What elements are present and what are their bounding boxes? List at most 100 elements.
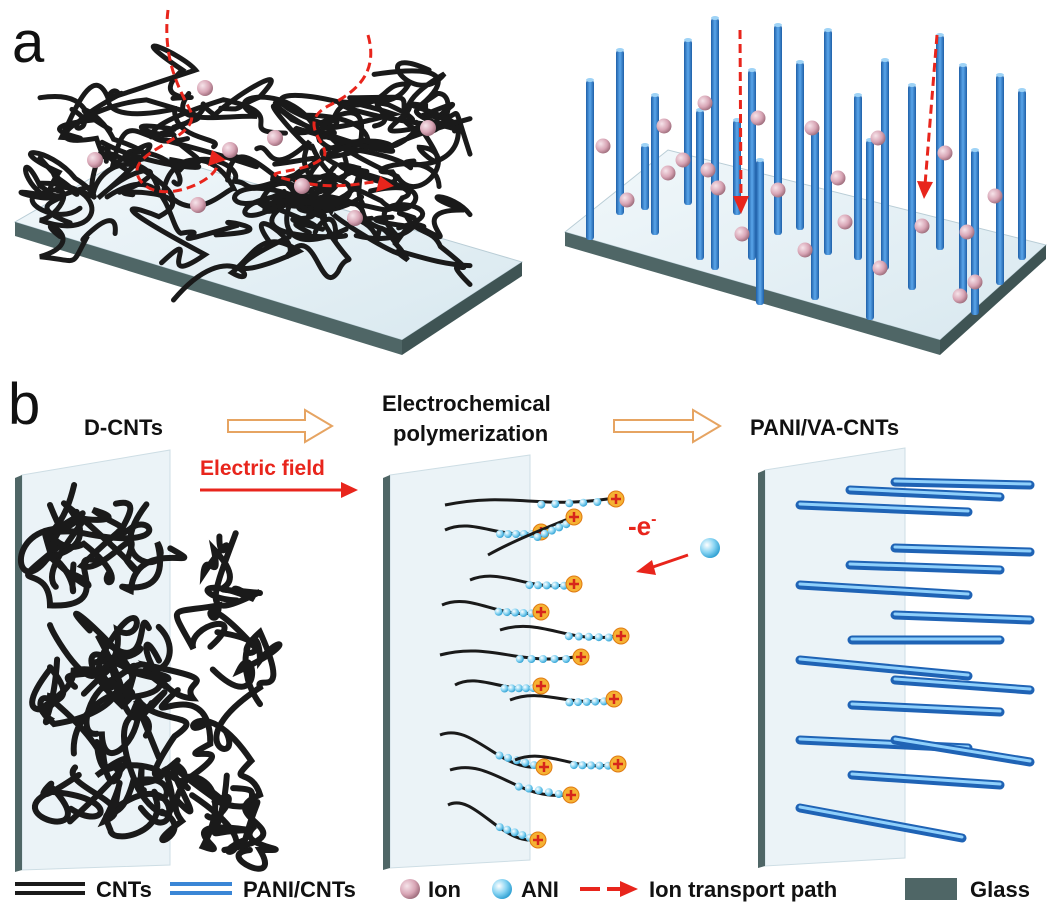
ani-bead [510, 828, 519, 837]
cnt-strand [119, 501, 188, 596]
vertical-cnt-rod [684, 40, 692, 205]
pani-cnt-rod-highlight [798, 657, 970, 677]
label-polymerization: polymerization [393, 421, 548, 446]
ion-sphere [619, 192, 635, 208]
glass-plate-b2 [383, 454, 531, 870]
electron-transfer: -e- [628, 511, 720, 575]
ani-bead [519, 609, 528, 617]
label-electric-field: Electric field [200, 457, 325, 480]
ani-bead [525, 581, 534, 590]
pani-cnt-rod-highlight [850, 702, 1002, 713]
vertical-cnt-rod [881, 60, 889, 270]
plus-sign [613, 759, 623, 769]
ani-bead [539, 655, 547, 663]
ani-bead [527, 655, 536, 663]
legend-label-pani-cnts: PANI/CNTs [243, 877, 356, 902]
ani-bead [495, 751, 504, 760]
legend-item-ion-transport-path: Ion transport path [580, 877, 837, 902]
rod-cap [881, 58, 889, 62]
cnt-strand [32, 772, 104, 825]
ion-sphere [700, 162, 716, 178]
ani-bead [524, 784, 533, 793]
cnt-strand [373, 194, 473, 240]
rod-cap [684, 38, 692, 42]
ion-sphere [697, 95, 713, 111]
plus-sign [569, 512, 579, 522]
plus-sign [576, 652, 586, 662]
rod-cap [641, 143, 649, 147]
ions-a-left [87, 80, 436, 226]
cnt-strand [43, 500, 141, 589]
ion-sphere [987, 188, 1003, 204]
rod-cap [756, 158, 764, 162]
step-arrow-2 [613, 408, 722, 444]
glass-side-a-right [940, 245, 1046, 355]
ani-bead [587, 761, 595, 770]
ani-bead [550, 655, 559, 663]
ani-bead [521, 758, 530, 767]
horizontal-pani-cnt-rods [795, 477, 1035, 843]
rod-cap [711, 16, 719, 20]
ion-sphere [87, 152, 103, 168]
ani-bead [522, 684, 531, 693]
vertical-cnt-rod [908, 85, 916, 290]
rod-cap [586, 78, 594, 82]
ani-bead [503, 825, 512, 834]
ani-bead [512, 530, 520, 538]
ani-bead [578, 761, 587, 770]
rod-cap [971, 148, 979, 152]
cnt-strand [39, 218, 118, 264]
plus-sign [536, 681, 546, 691]
cnt-strand [387, 101, 460, 134]
ion-sphere [804, 120, 820, 136]
ani-bead [537, 500, 546, 509]
cnt-strand [204, 530, 262, 609]
rod-cap [748, 68, 756, 72]
cnt-strand [18, 164, 83, 217]
ion-sphere [197, 80, 213, 96]
ion-transport-arrowheads-a-left [208, 150, 394, 192]
ion-sphere [660, 165, 676, 181]
cnt-strand [37, 155, 162, 200]
rod-cap [616, 48, 624, 52]
vertical-cnt-rod [811, 130, 819, 300]
panel-letter-b: b [8, 372, 40, 437]
legend-item-pani-cnts: PANI/CNTs [170, 877, 356, 902]
glass-side-a-left [402, 262, 522, 355]
ani-bead [564, 632, 573, 641]
cnt-strand [189, 792, 261, 855]
plus-sign [616, 631, 626, 641]
cnt-tangle-b1 [18, 482, 283, 872]
ani-bead [511, 608, 520, 617]
rod-cap [824, 28, 832, 32]
ani-bead [507, 684, 516, 693]
ani-bead [604, 633, 613, 642]
ion-sphere [830, 170, 846, 186]
ani-bead [544, 788, 553, 797]
ani-bead [574, 698, 582, 707]
vertical-cnt-rod [586, 80, 594, 240]
ani-bead [565, 698, 574, 707]
ani-bead [515, 655, 524, 663]
label-pani-va-cnts: PANI/VA-CNTs [750, 415, 899, 440]
cnt-strand [171, 234, 305, 303]
vertical-cnt-rod [959, 65, 967, 300]
legend-label-ion: Ion [428, 877, 461, 902]
ani-bead [514, 684, 523, 693]
ani-bead [562, 655, 571, 663]
ani-bead [547, 526, 556, 535]
ani-bead [514, 782, 523, 791]
legend-label-cnts: CNTs [96, 877, 152, 902]
cnt-strand [137, 623, 200, 702]
rod-cap [733, 118, 741, 122]
vertical-cnt-rod [756, 160, 764, 305]
vertical-cnt-rod [854, 95, 862, 260]
ani-sphere-icon [492, 879, 512, 899]
plus-sign [609, 694, 619, 704]
rod-cap [1018, 88, 1026, 92]
cnt-strand [69, 88, 218, 150]
ani-bead [584, 632, 593, 641]
cnt-strand [47, 615, 140, 690]
ani-bead [504, 753, 512, 762]
ani-bead [540, 529, 549, 538]
